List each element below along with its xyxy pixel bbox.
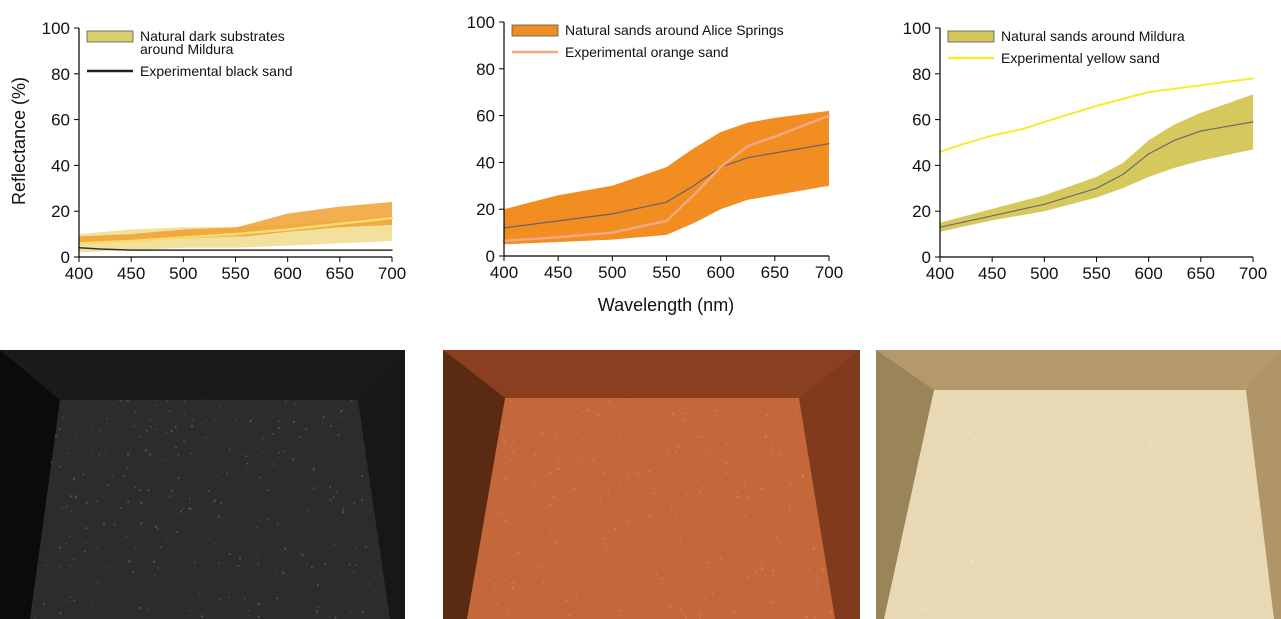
legend-label-black-1: Experimental black sand xyxy=(140,63,293,79)
line-black-3 xyxy=(78,247,393,251)
photo-left-wall xyxy=(876,350,934,619)
chart-yellow: 0 20 40 60 80 100 400 450 500 550 600 650 700 Natural… xyxy=(903,19,1268,283)
photo-right-wall xyxy=(799,350,860,619)
photo-image xyxy=(876,350,1281,619)
y-tick-label: 60 xyxy=(51,111,70,130)
x-tick-label: 700 xyxy=(815,263,843,282)
photo-grain-texture xyxy=(484,399,832,619)
x-tick-label: 650 xyxy=(761,263,789,282)
x-tick-label: 550 xyxy=(1082,264,1110,283)
photo-sand-floor xyxy=(467,398,835,619)
x-axis-label: Wavelength (nm) xyxy=(598,295,734,315)
y-tick-label: 20 xyxy=(912,202,931,221)
legend-label-orange-1: Experimental orange sand xyxy=(565,44,728,60)
y-tick-label: 20 xyxy=(51,202,70,221)
photo-left-wall xyxy=(443,350,505,619)
x-tick-label: 400 xyxy=(490,263,518,282)
legend-label-black-0: around Mildura xyxy=(140,41,234,57)
y-tick-label: 0 xyxy=(486,247,495,266)
y-tick-label: 100 xyxy=(903,19,931,38)
y-tick-label: 20 xyxy=(476,200,495,219)
y-tick-label: 100 xyxy=(467,13,495,32)
y-tick-label: 40 xyxy=(51,156,70,175)
photo-right-wall xyxy=(358,350,405,619)
legend-label-yellow-0: Natural sands around Mildura xyxy=(1001,28,1185,44)
photo-image xyxy=(443,350,860,619)
photo-sand-floor xyxy=(884,390,1274,619)
x-tick-label: 500 xyxy=(169,264,197,283)
x-tick-label: 550 xyxy=(652,263,680,282)
photo-back-wall xyxy=(443,350,860,398)
x-tick-label: 600 xyxy=(273,264,301,283)
photo-back-wall xyxy=(876,350,1281,390)
y-tick-label: 0 xyxy=(922,248,931,267)
y-tick-label: 80 xyxy=(51,65,70,84)
x-tick-label: 600 xyxy=(706,263,734,282)
legend-label-yellow-1: Experimental yellow sand xyxy=(1001,50,1160,66)
band-black-1 xyxy=(79,202,392,244)
chart-black: 0 20 40 60 80 100 400 450 500 550 600 650 700 Natural… xyxy=(42,19,407,283)
line-yellow-2 xyxy=(939,77,1254,153)
legend-swatch-yellow-0 xyxy=(947,30,995,43)
x-tick-label: 700 xyxy=(1239,264,1267,283)
x-tick-label: 500 xyxy=(598,263,626,282)
y-tick-label: 80 xyxy=(476,60,495,79)
x-tick-label: 500 xyxy=(1030,264,1058,283)
photo-image xyxy=(0,350,405,619)
x-tick-label: 450 xyxy=(978,264,1006,283)
line-black-2 xyxy=(77,216,394,245)
line-orange-2 xyxy=(502,114,831,243)
photo-grain-texture xyxy=(31,399,381,619)
band-orange-0 xyxy=(504,110,829,245)
photo-grain-texture xyxy=(907,390,1270,617)
x-tick-label: 450 xyxy=(544,263,572,282)
photo-orange-sand xyxy=(443,350,860,619)
chart-orange: 0 20 40 60 80 100 400 450 500 550 600 650 700 Natural… xyxy=(467,13,844,282)
line-orange-1 xyxy=(503,143,830,229)
y-axis-label: Reflectance (%) xyxy=(9,77,29,205)
y-tick-label: 40 xyxy=(476,153,495,172)
x-tick-label: 700 xyxy=(378,264,406,283)
x-tick-label: 600 xyxy=(1134,264,1162,283)
photo-right-wall xyxy=(1246,350,1281,619)
y-tick-label: 0 xyxy=(61,248,70,267)
y-tick-label: 80 xyxy=(912,65,931,84)
reflectance-charts: Reflectance (%) Wavelength (nm) 0 20 40 60 8… xyxy=(9,13,1268,315)
band-yellow-0 xyxy=(940,94,1253,232)
legend-label-black-0: Natural dark substrates xyxy=(140,28,285,44)
photo-black-sand xyxy=(0,350,405,619)
photo-left-wall xyxy=(0,350,60,619)
x-tick-label: 400 xyxy=(65,264,93,283)
y-tick-label: 60 xyxy=(912,111,931,130)
x-tick-label: 400 xyxy=(926,264,954,283)
line-yellow-1 xyxy=(939,121,1254,228)
legend-swatch-orange-0 xyxy=(511,24,559,37)
photo-yellow-sand xyxy=(876,350,1281,619)
photo-sand-floor xyxy=(30,400,390,619)
y-tick-label: 100 xyxy=(42,19,70,38)
x-tick-label: 650 xyxy=(326,264,354,283)
legend-label-orange-0: Natural sands around Alice Springs xyxy=(565,22,784,38)
x-tick-label: 650 xyxy=(1187,264,1215,283)
y-tick-label: 60 xyxy=(476,107,495,126)
photo-back-wall xyxy=(0,350,405,400)
x-tick-label: 450 xyxy=(117,264,145,283)
y-tick-label: 40 xyxy=(912,156,931,175)
x-tick-label: 550 xyxy=(221,264,249,283)
legend-swatch-black-0 xyxy=(86,30,134,43)
